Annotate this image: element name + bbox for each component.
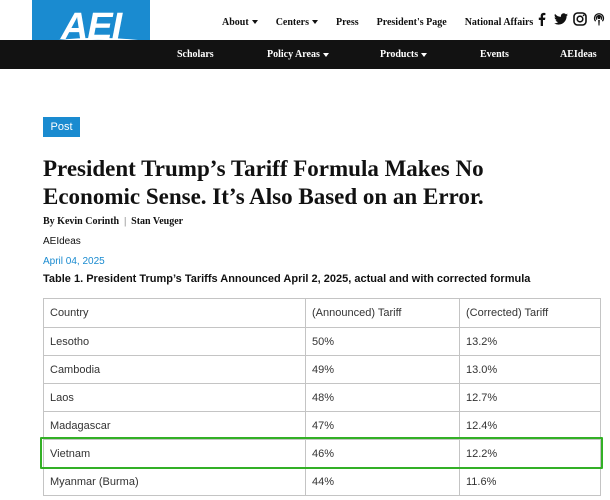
author-link[interactable]: Stan Veuger <box>131 216 184 227</box>
table-row: Myanmar (Burma) 44% 11.6% <box>43 467 601 496</box>
podcast-icon[interactable] <box>592 12 606 26</box>
top-nav-press[interactable]: Press <box>336 16 359 28</box>
main-nav: Scholars Policy Areas Products Events AE… <box>0 40 610 69</box>
main-nav-events[interactable]: Events <box>480 49 509 60</box>
table-cell: 46% <box>305 439 460 468</box>
table-cell: Madagascar <box>43 411 306 440</box>
table-row: Cambodia 49% 13.0% <box>43 355 601 384</box>
main-nav-aeideas[interactable]: AEIdeas <box>560 49 597 60</box>
chevron-down-icon <box>421 52 428 57</box>
main-nav-scholars[interactable]: Scholars <box>177 49 214 60</box>
top-nav-presidents-page[interactable]: President's Page <box>376 16 447 28</box>
table-cell: 12.7% <box>459 383 601 412</box>
table-cell: 13.2% <box>459 327 601 356</box>
table-row: Madagascar 47% 12.4% <box>43 411 601 440</box>
post-type-badge[interactable]: Post <box>43 117 80 137</box>
article-title: President Trump’s Tariff Formula Makes N… <box>43 156 484 209</box>
publish-date: April 04, 2025 <box>43 256 105 267</box>
top-nav-centers[interactable]: Centers <box>276 17 319 28</box>
table-cell: 11.6% <box>459 467 601 496</box>
table-row: Laos 48% 12.7% <box>43 383 601 412</box>
byline-separator: | <box>124 216 127 227</box>
top-nav-about[interactable]: About <box>222 17 258 28</box>
author-link[interactable]: Kevin Corinth <box>57 216 120 227</box>
table-cell: Myanmar (Burma) <box>43 467 306 496</box>
table-cell: 49% <box>305 355 460 384</box>
table-caption: Table 1. President Trump’s Tariffs Annou… <box>43 273 531 285</box>
table-cell: 48% <box>305 383 460 412</box>
chevron-down-icon <box>251 20 258 24</box>
twitter-icon[interactable] <box>554 12 568 26</box>
chevron-down-icon <box>312 20 319 24</box>
instagram-icon[interactable] <box>573 12 587 26</box>
byline: By Kevin Corinth | Stan Veuger <box>43 216 183 227</box>
table-cell: Lesotho <box>43 327 306 356</box>
byline-prefix: By <box>43 216 55 227</box>
table-cell: Laos <box>43 383 306 412</box>
table-header-row: Country (Announced) Tariff (Corrected) T… <box>43 298 601 328</box>
table-cell: 12.2% <box>459 439 601 468</box>
table-row-highlighted: Vietnam 46% 12.2% <box>43 439 601 468</box>
facebook-icon[interactable] <box>535 12 549 26</box>
table-cell: 12.4% <box>459 411 601 440</box>
top-nav: About Centers Press President's Page Nat… <box>222 14 551 30</box>
column-header: (Corrected) Tariff <box>459 298 601 328</box>
tariff-table: Country (Announced) Tariff (Corrected) T… <box>43 298 601 496</box>
table-cell: Vietnam <box>43 439 306 468</box>
top-nav-national-affairs[interactable]: National Affairs <box>464 16 534 28</box>
table-row: Lesotho 50% 13.2% <box>43 327 601 356</box>
table-cell: Cambodia <box>43 355 306 384</box>
section-link[interactable]: AEIdeas <box>43 236 81 247</box>
table-cell: 47% <box>305 411 460 440</box>
column-header: Country <box>43 298 306 328</box>
main-nav-products[interactable]: Products <box>380 49 428 60</box>
table-cell: 44% <box>305 467 460 496</box>
chevron-down-icon <box>322 52 329 57</box>
column-header: (Announced) Tariff <box>305 298 460 328</box>
main-nav-policy-areas[interactable]: Policy Areas <box>267 49 329 60</box>
table-cell: 13.0% <box>459 355 601 384</box>
table-cell: 50% <box>305 327 460 356</box>
social-links <box>535 12 610 26</box>
